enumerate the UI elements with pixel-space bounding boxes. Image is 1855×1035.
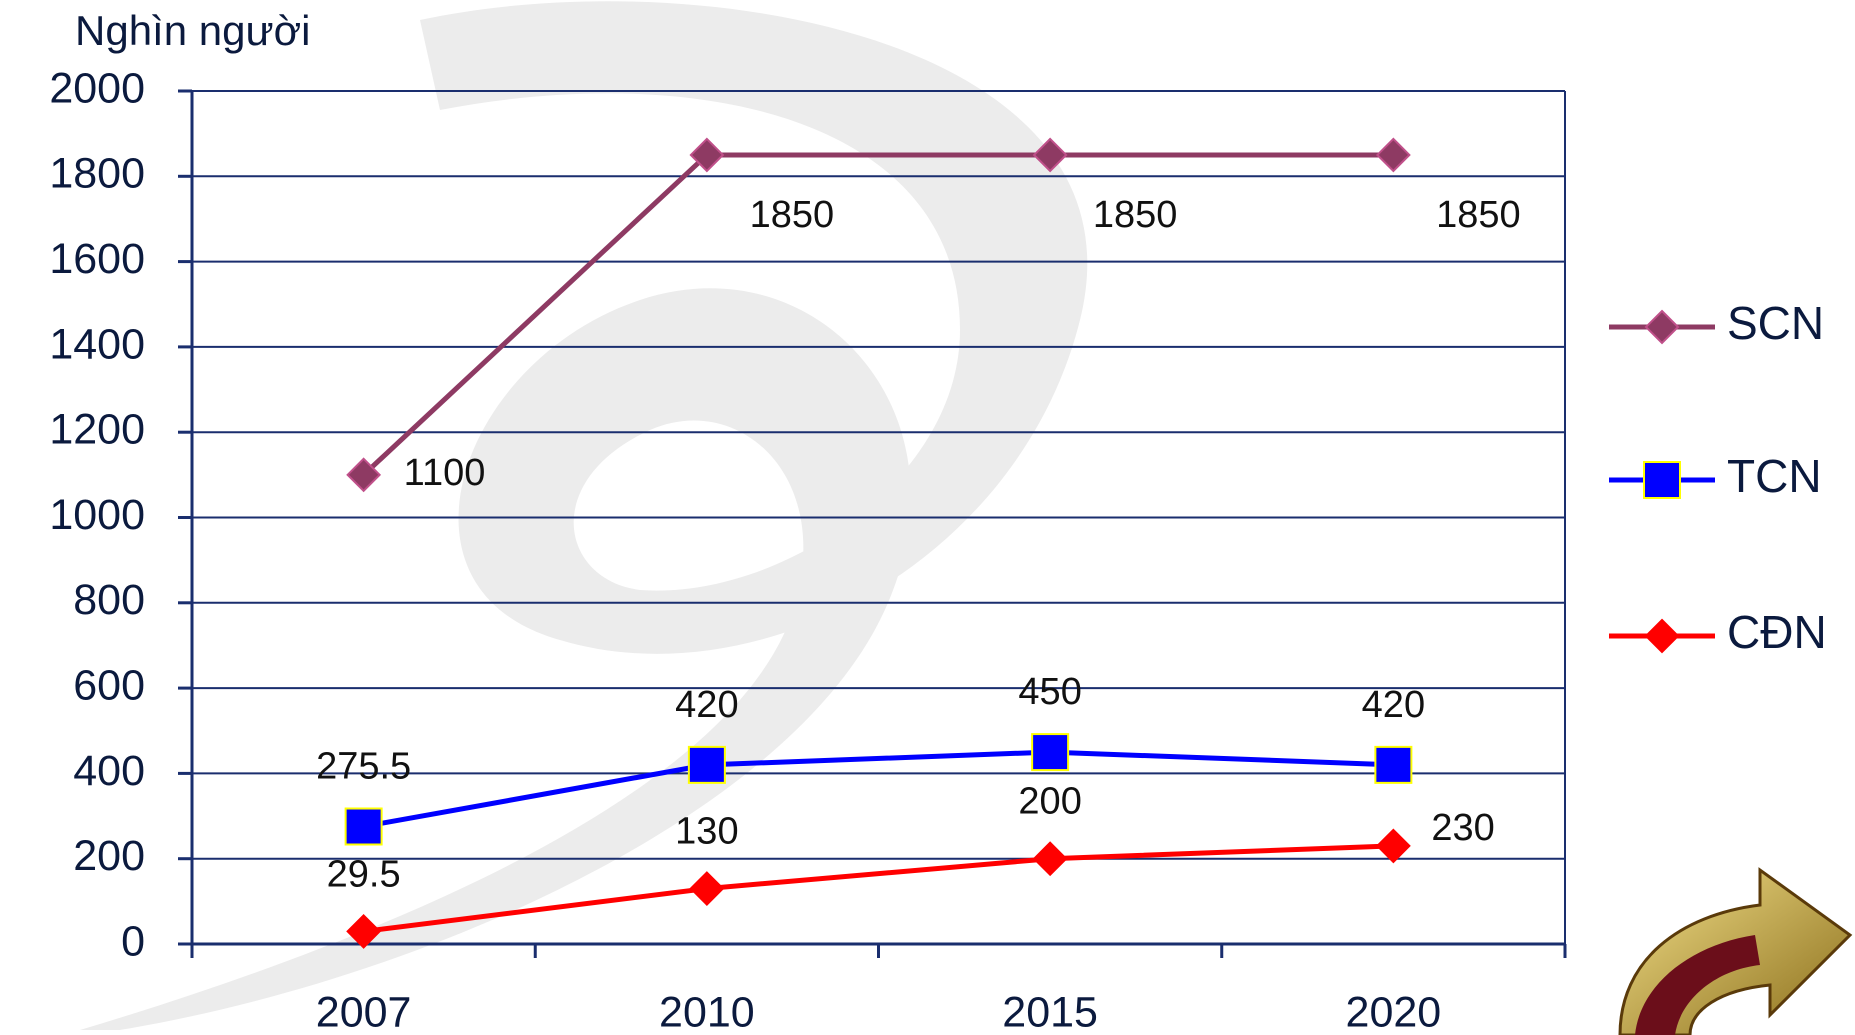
data-label: 275.5 xyxy=(316,746,411,788)
y-tick-label: 1600 xyxy=(49,235,145,283)
y-tick-label: 0 xyxy=(121,917,145,965)
data-label: 450 xyxy=(1018,671,1081,713)
data-label: 29.5 xyxy=(327,853,401,895)
data-label: 1850 xyxy=(750,194,835,236)
x-tick-label: 2007 xyxy=(316,988,412,1035)
y-tick-label: 1400 xyxy=(49,320,145,368)
chart: Nghìn người 0 200 400 600 800 1000 1200 1400 160… xyxy=(0,0,1855,1035)
y-tick-label: 1000 xyxy=(49,491,145,539)
y-axis-label: Nghìn người xyxy=(75,7,310,54)
nav-arrow[interactable] xyxy=(1620,870,1850,1035)
y-tick-label: 800 xyxy=(73,576,145,624)
legend-label: CĐN xyxy=(1727,606,1827,658)
x-tick-label: 2015 xyxy=(1002,988,1098,1035)
marker xyxy=(1375,747,1411,783)
data-label: 1850 xyxy=(1436,194,1521,236)
x-tick-label: 2010 xyxy=(659,988,755,1035)
y-tick-label: 1800 xyxy=(49,150,145,198)
data-label: 420 xyxy=(1362,684,1425,726)
y-tick-label: 1200 xyxy=(49,406,145,454)
legend-label: SCN xyxy=(1727,297,1824,349)
data-label: 230 xyxy=(1431,807,1494,849)
data-label: 1100 xyxy=(404,452,486,494)
x-tick-label: 2020 xyxy=(1346,988,1442,1035)
marker xyxy=(1034,843,1066,875)
marker xyxy=(1377,830,1409,862)
marker xyxy=(689,747,725,783)
y-tick-label: 400 xyxy=(73,747,145,795)
data-label: 130 xyxy=(675,811,738,853)
series: 275.5 420 450 420 xyxy=(316,671,1425,826)
marker xyxy=(1377,139,1409,171)
legend-label: TCN xyxy=(1727,450,1822,502)
marker xyxy=(1646,620,1678,652)
marker xyxy=(346,808,382,844)
data-label: 200 xyxy=(1018,781,1081,823)
y-tick-label: 200 xyxy=(73,832,145,880)
data-label: 420 xyxy=(675,684,738,726)
data-label: 1850 xyxy=(1093,194,1178,236)
y-tick-label: 600 xyxy=(73,661,145,709)
marker xyxy=(1644,462,1680,498)
page: Nghìn người 0 200 400 600 800 1000 1200 1400 160… xyxy=(0,0,1855,1035)
y-tick-label: 2000 xyxy=(49,64,145,112)
marker xyxy=(691,873,723,905)
marker xyxy=(1032,734,1068,770)
series-line xyxy=(364,752,1394,826)
marker xyxy=(1646,311,1678,343)
